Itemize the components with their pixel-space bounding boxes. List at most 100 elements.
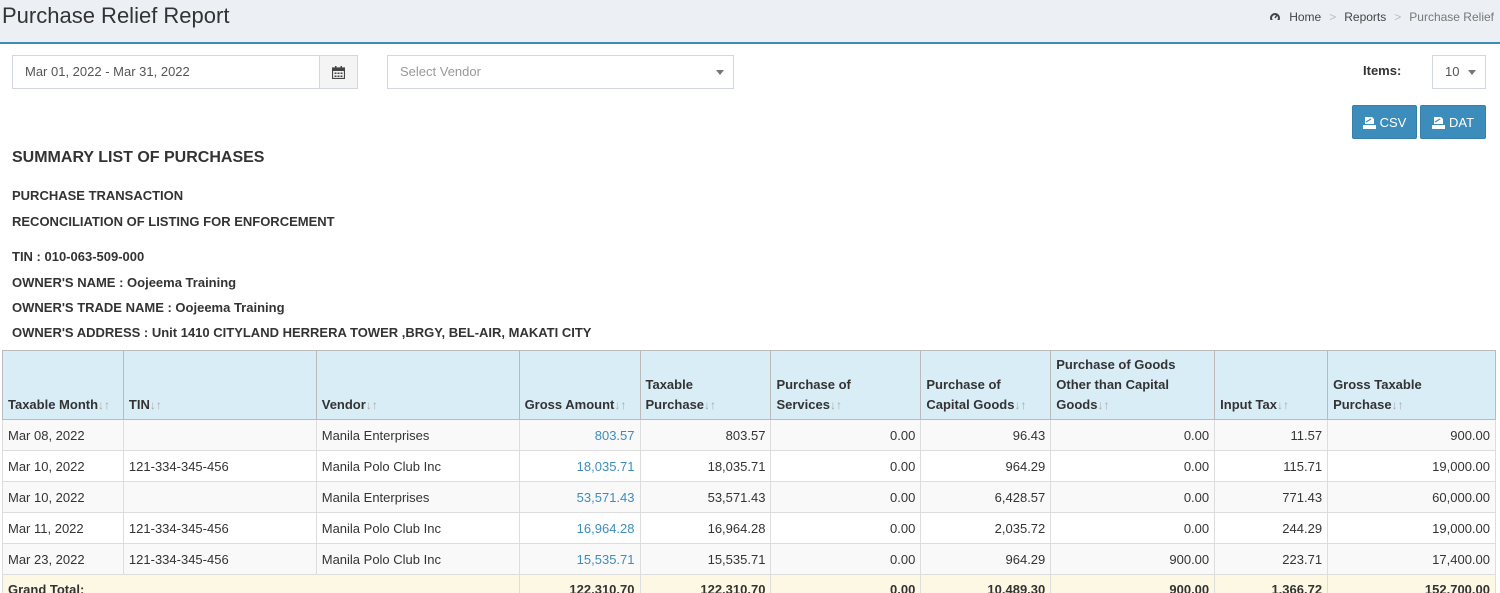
cell-gross-taxable-purchase: 19,000.00 (1327, 450, 1496, 482)
sort-icon[interactable]: ↓↑ (365, 398, 378, 412)
cell-other-goods: 0.00 (1050, 419, 1216, 451)
items-label: Items: (1363, 63, 1402, 78)
cell-capital-goods: 2,035.72 (920, 512, 1052, 544)
cell-tin: 121-334-345-456 (122, 512, 317, 544)
total-gross-taxable-purchase: 152,700.00 (1327, 574, 1496, 593)
sort-icon[interactable]: ↓↑ (614, 398, 627, 412)
cell-gross-taxable-purchase: 19,000.00 (1327, 512, 1496, 544)
vendor-select-placeholder: Select Vendor (400, 64, 481, 79)
items-per-page-select[interactable]: 10 (1432, 55, 1486, 89)
sort-icon[interactable]: ↓↑ (98, 398, 111, 412)
cell-other-goods: 900.00 (1050, 543, 1216, 575)
report-panel: Mar 01, 2022 - Mar 31, 2022 Select Vendo… (2, 46, 1498, 593)
sort-icon[interactable]: ↓↑ (1014, 398, 1027, 412)
vendor-select[interactable]: Select Vendor (387, 55, 734, 89)
cell-gross-amount-link[interactable]: 15,535.71 (518, 543, 641, 575)
cell-taxable-purchase: 16,964.28 (639, 512, 772, 544)
cell-gross-amount-link[interactable]: 53,571.43 (518, 481, 641, 513)
calendar-button[interactable] (319, 55, 358, 89)
sort-icon[interactable]: ↓↑ (704, 398, 717, 412)
total-other-goods: 900.00 (1050, 574, 1216, 593)
cell-other-goods: 0.00 (1050, 512, 1216, 544)
cell-vendor: Manila Polo Club Inc (315, 543, 520, 575)
page-title: Purchase Relief Report (2, 3, 230, 28)
cell-taxable-purchase: 803.57 (639, 419, 772, 451)
export-csv-button[interactable]: CSV (1352, 105, 1417, 139)
breadcrumb-separator: > (1329, 10, 1337, 24)
date-range-input[interactable]: Mar 01, 2022 - Mar 31, 2022 (12, 55, 320, 89)
cell-vendor: Manila Polo Club Inc (315, 450, 520, 482)
owner-name: OWNER'S NAME : Oojeema Training (12, 275, 237, 290)
total-capital-goods: 10,489.30 (920, 574, 1052, 593)
cell-vendor: Manila Enterprises (315, 481, 520, 513)
export-csv-label: CSV (1379, 114, 1407, 130)
column-header-taxable-purchase[interactable]: Taxable Purchase↓↑ (639, 350, 772, 420)
summary-title: SUMMARY LIST OF PURCHASES (12, 149, 265, 166)
breadcrumb-current: Purchase Relief (1409, 10, 1494, 24)
column-header-purchase-of-other-goods[interactable]: Purchase of Goods Other than Capital Goo… (1050, 350, 1216, 420)
total-input-tax: 1,366.72 (1214, 574, 1329, 593)
cell-input-tax: 115.71 (1214, 450, 1329, 482)
sort-icon[interactable]: ↓↑ (829, 398, 842, 412)
sort-icon[interactable]: ↓↑ (149, 398, 162, 412)
owner-address: OWNER'S ADDRESS : Unit 1410 CITYLAND HER… (12, 325, 592, 340)
breadcrumb-separator: > (1394, 10, 1402, 24)
sort-icon[interactable]: ↓↑ (1391, 398, 1404, 412)
report-subtitle-1: PURCHASE TRANSACTION (12, 188, 184, 203)
cell-capital-goods: 964.29 (920, 543, 1052, 575)
cell-purchase-of-services: 0.00 (770, 512, 922, 544)
column-header-purchase-of-capital-goods[interactable]: Purchase of Capital Goods↓↑ (920, 350, 1052, 420)
cell-taxable-month: Mar 10, 2022 (2, 450, 124, 482)
cell-input-tax: 223.71 (1214, 543, 1329, 575)
sort-icon[interactable]: ↓↑ (1097, 398, 1110, 412)
breadcrumb-home[interactable]: Home (1289, 10, 1322, 24)
cell-input-tax: 11.57 (1214, 419, 1329, 451)
total-taxable-purchase: 122,310.70 (639, 574, 772, 593)
cell-capital-goods: 6,428.57 (920, 481, 1052, 513)
cell-capital-goods: 964.29 (920, 450, 1052, 482)
cell-other-goods: 0.00 (1050, 481, 1216, 513)
export-dat-button[interactable]: DAT (1420, 105, 1486, 139)
items-per-page-value: 10 (1445, 64, 1460, 79)
table-header-row: Taxable Month↓↑ TIN↓↑ Vendor↓↑ Gross Amo… (2, 350, 1496, 420)
calendar-icon (332, 65, 345, 79)
table-row: Mar 10, 2022 Manila Enterprises 53,571.4… (2, 481, 1496, 513)
cell-other-goods: 0.00 (1050, 450, 1216, 482)
cell-vendor: Manila Enterprises (315, 419, 520, 451)
download-icon (1362, 116, 1376, 129)
breadcrumb: Home > Reports > Purchase Relief (1269, 10, 1494, 24)
total-purchase-of-services: 0.00 (770, 574, 922, 593)
column-header-tin[interactable]: TIN↓↑ (122, 350, 317, 420)
chevron-down-icon (1468, 70, 1476, 75)
cell-gross-amount-link[interactable]: 16,964.28 (518, 512, 641, 544)
purchases-table: Taxable Month↓↑ TIN↓↑ Vendor↓↑ Gross Amo… (2, 350, 1496, 593)
report-subtitle-2: RECONCILIATION OF LISTING FOR ENFORCEMEN… (12, 214, 335, 229)
column-header-purchase-of-services[interactable]: Purchase of Services↓↑ (770, 350, 922, 420)
column-header-taxable-month[interactable]: Taxable Month↓↑ (2, 350, 124, 420)
dashboard-icon (1270, 13, 1281, 23)
cell-taxable-month: Mar 11, 2022 (2, 512, 124, 544)
column-header-vendor[interactable]: Vendor↓↑ (315, 350, 520, 420)
table-row: Mar 11, 2022 121-334-345-456 Manila Polo… (2, 512, 1496, 544)
cell-gross-taxable-purchase: 900.00 (1327, 419, 1496, 451)
column-header-gross-amount[interactable]: Gross Amount↓↑ (518, 350, 641, 420)
cell-taxable-purchase: 15,535.71 (639, 543, 772, 575)
cell-tin (122, 481, 317, 513)
cell-tin: 121-334-345-456 (122, 543, 317, 575)
cell-taxable-month: Mar 23, 2022 (2, 543, 124, 575)
cell-capital-goods: 96.43 (920, 419, 1052, 451)
cell-input-tax: 771.43 (1214, 481, 1329, 513)
sort-icon[interactable]: ↓↑ (1276, 398, 1289, 412)
cell-gross-amount-link[interactable]: 803.57 (518, 419, 641, 451)
owner-tin: TIN : 010-063-509-000 (12, 249, 145, 264)
cell-taxable-month: Mar 10, 2022 (2, 481, 124, 513)
table-row: Mar 10, 2022 121-334-345-456 Manila Polo… (2, 450, 1496, 482)
cell-purchase-of-services: 0.00 (770, 481, 922, 513)
cell-gross-amount-link[interactable]: 18,035.71 (518, 450, 641, 482)
grand-total-row: Grand Total: 122,310.70 122,310.70 0.00 … (2, 574, 1496, 593)
column-header-gross-taxable-purchase[interactable]: Gross Taxable Purchase↓↑ (1327, 350, 1496, 420)
column-header-input-tax[interactable]: Input Tax↓↑ (1214, 350, 1329, 420)
breadcrumb-reports[interactable]: Reports (1344, 10, 1387, 24)
content-header: Purchase Relief Report Home > Reports > … (0, 0, 1500, 44)
cell-gross-taxable-purchase: 60,000.00 (1327, 481, 1496, 513)
